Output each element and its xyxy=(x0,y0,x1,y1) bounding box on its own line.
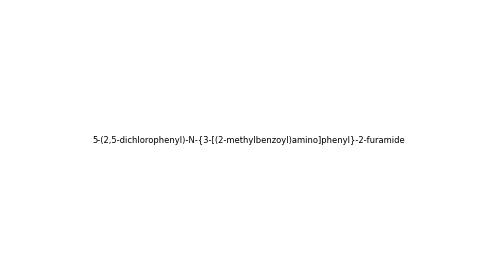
Text: 5-(2,5-dichlorophenyl)-N-{3-[(2-methylbenzoyl)amino]phenyl}-2-furamide: 5-(2,5-dichlorophenyl)-N-{3-[(2-methylbe… xyxy=(93,136,405,145)
